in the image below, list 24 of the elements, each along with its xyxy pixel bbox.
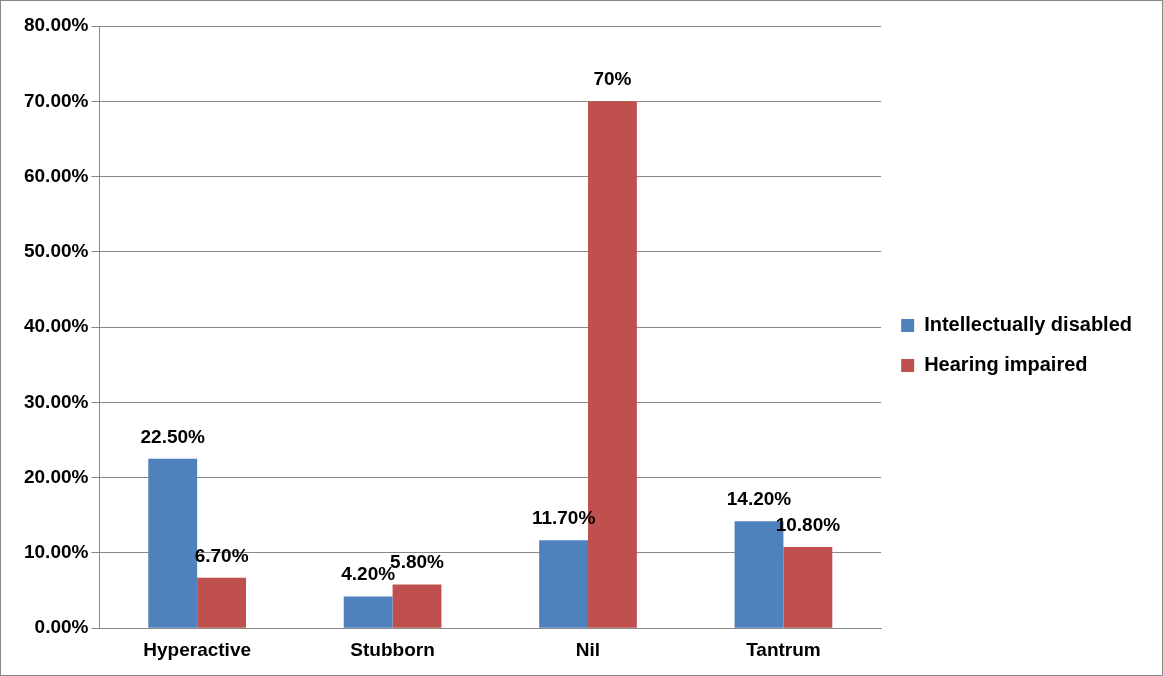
x-tick-label: Tantrum: [746, 638, 821, 660]
legend-label: Intellectually disabled: [924, 313, 1132, 336]
y-tick-label: 0.00%: [34, 616, 89, 638]
data-label: 70%: [593, 68, 632, 90]
bar: [343, 596, 393, 628]
x-tick-label: Hyperactive: [143, 638, 252, 660]
bar: [392, 584, 442, 628]
bar: [783, 546, 833, 628]
y-tick-label: 40.00%: [23, 315, 89, 337]
bar: [539, 540, 589, 628]
data-label: 14.20%: [726, 488, 792, 510]
x-tick-label: Nil: [575, 638, 601, 660]
data-label: 22.50%: [140, 425, 206, 447]
y-tick-label: 50.00%: [23, 240, 89, 262]
x-tick-label: Stubborn: [350, 638, 435, 660]
y-tick-label: 60.00%: [23, 164, 89, 186]
data-label: 10.80%: [775, 513, 841, 535]
y-tick-label: 70.00%: [23, 89, 89, 111]
y-tick-label: 10.00%: [23, 541, 89, 563]
y-tick-label: 20.00%: [23, 465, 89, 487]
y-tick-label: 30.00%: [23, 390, 89, 412]
legend-label: Hearing impaired: [924, 353, 1088, 376]
y-tick-label: 80.00%: [23, 14, 89, 36]
bar: [197, 577, 247, 628]
